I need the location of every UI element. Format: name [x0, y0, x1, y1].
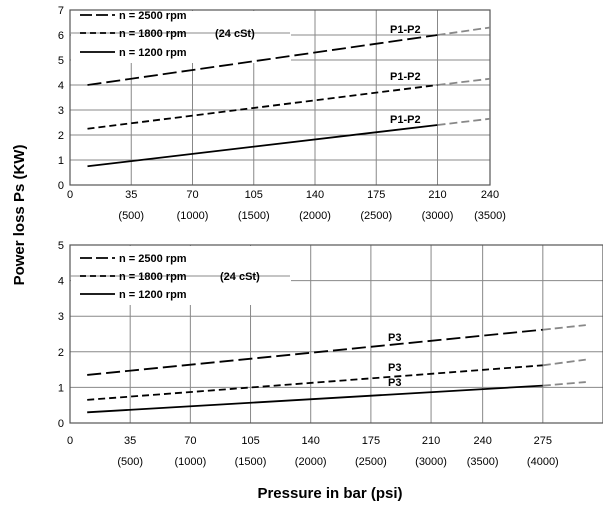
y-tick-label: 1 [58, 382, 64, 394]
y-tick-label: 5 [58, 240, 64, 252]
x-tick-psi-label: (1500) [238, 210, 270, 222]
x-tick-label: 240 [481, 189, 499, 201]
series-extrapolation-2 [437, 77, 491, 86]
y-tick-label: 4 [58, 80, 64, 92]
curve-annotation: P1-P2 [390, 114, 421, 126]
y-tick-label: 1 [58, 155, 64, 167]
curve-annotation: P3 [388, 332, 401, 344]
x-tick-label: 175 [362, 435, 380, 447]
legend-note: (24 cSt) [220, 271, 260, 283]
curve-annotation: P3 [388, 377, 401, 389]
legend-label-3: n = 1200 rpm [119, 289, 187, 301]
x-tick-label: 275 [534, 435, 552, 447]
x-tick-label: 210 [422, 435, 440, 447]
curve-annotation: P1-P2 [390, 24, 421, 36]
x-tick-psi-label: (2500) [355, 456, 387, 468]
x-tick-psi-label: (3000) [422, 210, 454, 222]
y-tick-label: 3 [58, 311, 64, 323]
legend-box [71, 11, 291, 63]
x-tick-psi-label: (1500) [235, 456, 267, 468]
legend-label-1: n = 2500 rpm [119, 253, 187, 265]
x-tick-label: 0 [67, 435, 73, 447]
x-tick-psi-label: (2500) [360, 210, 392, 222]
legend-note: (24 cSt) [215, 28, 255, 40]
y-axis-title: Power loss Ps (KW) [11, 145, 28, 286]
y-tick-label: 6 [58, 30, 64, 42]
y-tick-label: 4 [58, 276, 64, 288]
x-tick-psi-label: (500) [117, 456, 143, 468]
x-tick-label: 240 [473, 435, 491, 447]
x-tick-label: 105 [241, 435, 259, 447]
curve-annotation: P1-P2 [390, 71, 421, 83]
x-tick-label: 0 [67, 189, 73, 201]
legend-label-2: n = 1800 rpm [119, 271, 187, 283]
y-tick-label: 2 [58, 347, 64, 359]
x-tick-label: 35 [124, 435, 136, 447]
x-tick-label: 35 [125, 189, 137, 201]
series-extrapolation-1 [542, 324, 586, 331]
curve-annotation: P3 [388, 362, 401, 374]
plot-frame [69, 9, 491, 186]
series-line-2 [87, 84, 438, 130]
x-axis-title: Pressure in bar (psi) [257, 485, 402, 502]
plot-frame [69, 244, 603, 424]
x-tick-label: 70 [186, 189, 198, 201]
y-tick-label: 5 [58, 55, 64, 67]
x-tick-psi-label: (500) [118, 210, 144, 222]
series-extrapolation-3 [542, 381, 586, 387]
series-line-1 [87, 328, 543, 376]
x-tick-psi-label: (2000) [295, 456, 327, 468]
legend-label-3: n = 1200 rpm [119, 47, 187, 59]
x-tick-psi-label: (1000) [174, 456, 206, 468]
series-line-3 [87, 384, 543, 414]
series-line-1 [87, 34, 438, 86]
y-tick-label: 7 [58, 5, 64, 17]
x-tick-label: 140 [302, 435, 320, 447]
y-tick-label: 3 [58, 105, 64, 117]
series-extrapolation-1 [437, 26, 491, 36]
series-extrapolation-2 [542, 358, 586, 367]
x-tick-psi-label: (2000) [299, 210, 331, 222]
x-tick-label: 140 [306, 189, 324, 201]
legend-label-1: n = 2500 rpm [119, 10, 187, 22]
x-tick-psi-label: (3500) [474, 210, 506, 222]
legend-label-2: n = 1800 rpm [119, 28, 187, 40]
series-line-2 [87, 364, 543, 401]
y-tick-label: 0 [58, 180, 64, 192]
x-tick-psi-label: (3500) [467, 456, 499, 468]
x-tick-label: 105 [245, 189, 263, 201]
x-tick-label: 175 [367, 189, 385, 201]
x-tick-psi-label: (1000) [177, 210, 209, 222]
x-tick-psi-label: (3000) [415, 456, 447, 468]
y-tick-label: 2 [58, 130, 64, 142]
x-tick-label: 70 [184, 435, 196, 447]
x-tick-psi-label: (4000) [527, 456, 559, 468]
series-extrapolation-3 [437, 117, 491, 126]
series-line-3 [87, 124, 438, 168]
x-tick-label: 210 [428, 189, 446, 201]
chart-panel-2: 0 1 2 3 4 5 0 35 70 105 140 175 210 240 275 (500) (1000)… [58, 240, 603, 468]
y-tick-label: 0 [58, 418, 64, 430]
